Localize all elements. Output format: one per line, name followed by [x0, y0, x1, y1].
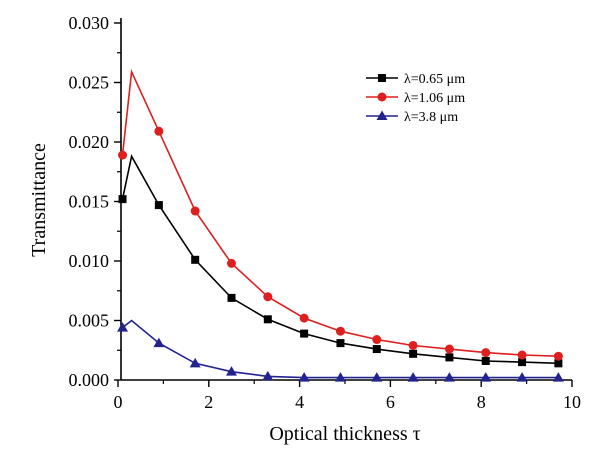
data-point — [372, 345, 381, 354]
data-point — [481, 356, 490, 365]
series-2 — [118, 68, 563, 361]
data-point — [154, 126, 164, 136]
legend-label: λ=0.65 μm — [404, 72, 465, 87]
ticks: 0.000 0.005 0.010 0.015 0.020 0.025 0.030 0 2 4 6 8… — [69, 13, 582, 412]
data-point — [516, 372, 528, 382]
legend-marker — [378, 74, 386, 82]
data-point — [518, 358, 527, 367]
data-point — [336, 339, 345, 348]
x-axis-title: Optical thickness τ — [269, 423, 420, 445]
x-tick-label: 2 — [204, 392, 213, 412]
axes — [120, 18, 572, 381]
series-layer — [117, 68, 564, 382]
data-point — [227, 293, 236, 302]
data-point — [189, 357, 201, 368]
data-point — [300, 329, 309, 338]
legend-item: λ=0.65 μm — [366, 72, 465, 87]
data-point — [552, 372, 564, 382]
data-point — [481, 348, 491, 358]
data-point — [118, 195, 127, 204]
data-point — [517, 350, 527, 360]
legend-item: λ=3.8 μm — [366, 110, 458, 125]
x-tick-label: 0 — [114, 392, 123, 412]
data-point — [445, 353, 454, 362]
data-point — [191, 255, 200, 264]
legend-marker — [376, 110, 388, 120]
data-point — [263, 292, 273, 302]
y-axis-title: Transmittance — [28, 143, 50, 257]
data-point — [227, 258, 236, 268]
data-point — [263, 315, 272, 324]
series-line — [122, 319, 559, 379]
legend-label: λ=1.06 μm — [404, 91, 465, 106]
x-tick-label: 8 — [477, 392, 486, 412]
series-3 — [117, 319, 564, 382]
legend: λ=0.65 μm λ=1.06 μm λ=3.8 μm — [366, 72, 465, 125]
data-point — [409, 349, 418, 358]
y-tick-label: 0.030 — [69, 13, 110, 33]
y-tick-label: 0.015 — [69, 192, 110, 212]
legend-marker — [377, 92, 387, 102]
data-point — [335, 326, 345, 336]
data-point — [371, 372, 383, 382]
data-point — [444, 344, 454, 354]
data-point — [372, 335, 382, 345]
data-point — [299, 313, 309, 323]
data-point — [262, 370, 274, 381]
data-point — [118, 150, 128, 160]
data-point — [553, 351, 563, 361]
y-tick-label: 0.010 — [69, 251, 110, 271]
data-point — [190, 206, 200, 216]
series-1 — [118, 154, 563, 368]
data-point — [407, 372, 419, 382]
legend-label: λ=3.8 μm — [404, 110, 458, 125]
data-point — [153, 337, 165, 348]
data-point — [334, 372, 346, 382]
y-tick-label: 0.005 — [69, 311, 110, 331]
data-point — [117, 322, 129, 332]
x-tick-label: 6 — [386, 392, 395, 412]
x-tick-label: 10 — [563, 392, 581, 412]
y-tick-label: 0.000 — [69, 370, 110, 390]
data-point — [154, 201, 163, 210]
y-tick-label: 0.025 — [69, 73, 110, 93]
data-point — [298, 372, 310, 382]
data-point — [408, 340, 418, 350]
data-point — [226, 366, 237, 376]
series-line — [121, 68, 559, 357]
series-line — [121, 154, 559, 365]
data-point — [480, 372, 492, 382]
data-point — [554, 359, 563, 368]
data-point — [443, 372, 455, 382]
y-tick-label: 0.020 — [69, 132, 110, 152]
legend-item: λ=1.06 μm — [366, 91, 465, 106]
x-tick-label: 4 — [295, 392, 304, 412]
